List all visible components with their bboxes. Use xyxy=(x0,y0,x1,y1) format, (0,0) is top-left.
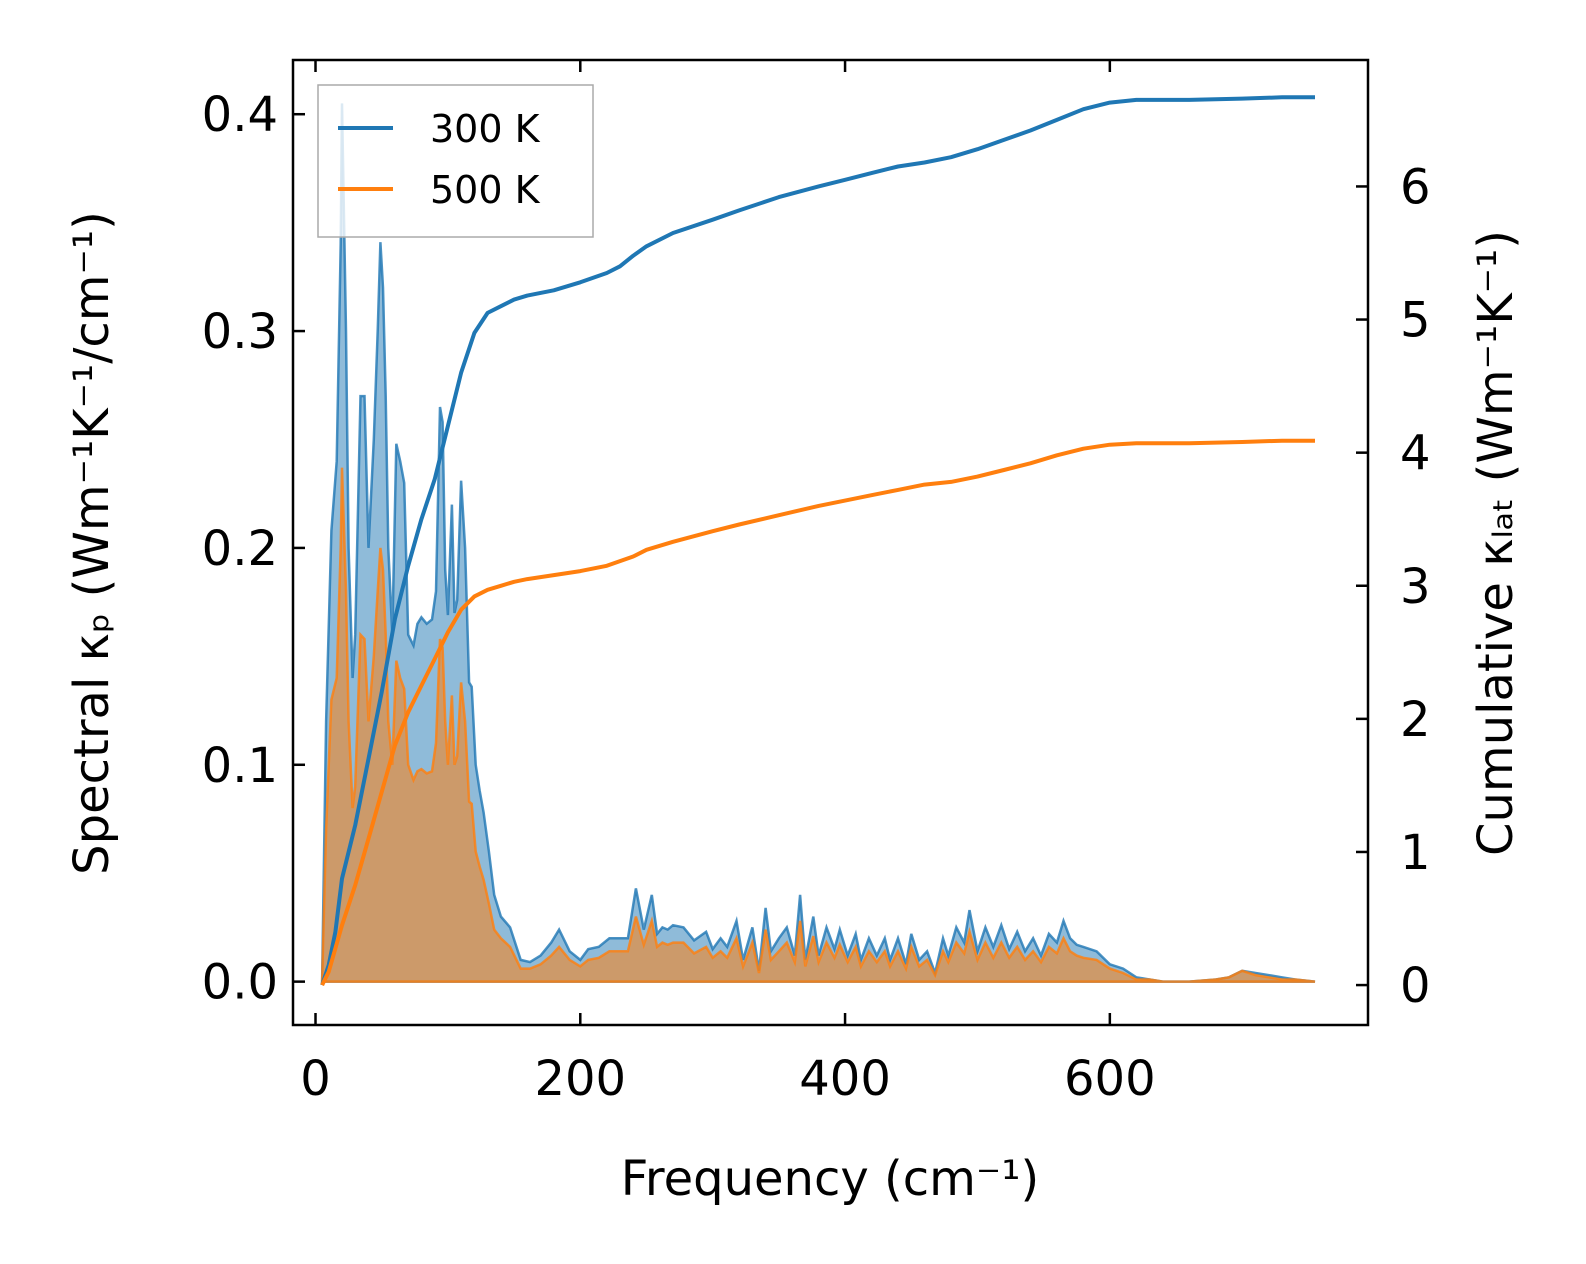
y-right-axis-ticks: 0 1 2 3 4 5 6 xyxy=(1356,159,1431,1014)
x-tick-label: 200 xyxy=(534,1051,626,1107)
x-axis-label: Frequency (cm⁻¹) xyxy=(621,1151,1039,1207)
x-tick-label: 0 xyxy=(300,1051,331,1107)
legend-box xyxy=(317,84,594,238)
y-left-axis-label: Spectral κₚ (Wm⁻¹K⁻¹/cm⁻¹) xyxy=(64,211,120,875)
cumulative-line-300k xyxy=(320,95,1315,986)
y-right-tick-label: 4 xyxy=(1400,426,1431,482)
y-right-tick-label: 1 xyxy=(1400,825,1431,881)
y-right-tick-label: 3 xyxy=(1400,559,1431,615)
y-left-tick-label: 0.3 xyxy=(202,304,278,360)
y-right-tick-label: 6 xyxy=(1400,159,1431,215)
plot-frame xyxy=(291,58,1370,1027)
y-left-tick-label: 0.0 xyxy=(202,955,278,1011)
y-right-axis-label: Cumulative κₗₐₜ (Wm⁻¹K⁻¹) xyxy=(1468,230,1524,856)
y-right-tick-label: 2 xyxy=(1400,692,1431,748)
x-axis-ticks: 0 200 400 600 xyxy=(300,60,1156,1107)
legend-label-300k: 300 K xyxy=(430,107,541,151)
x-tick-label: 600 xyxy=(1064,1051,1156,1107)
spectral-area-500k xyxy=(320,467,1316,983)
y-left-tick-label: 0.4 xyxy=(202,87,278,143)
legend: 300 K 500 K xyxy=(317,84,594,238)
cumulative-line-500k xyxy=(320,438,1315,986)
cumulative-lines xyxy=(320,95,1315,986)
y-left-tick-label: 0.2 xyxy=(202,521,278,577)
spectral-fills xyxy=(320,103,1316,983)
x-tick-label: 400 xyxy=(799,1051,891,1107)
y-left-tick-label: 0.1 xyxy=(202,738,278,794)
y-right-tick-label: 5 xyxy=(1400,293,1431,349)
legend-label-500k: 500 K xyxy=(430,168,541,212)
y-right-tick-label: 0 xyxy=(1400,958,1431,1014)
y-left-axis-ticks: 0.0 0.1 0.2 0.3 0.4 xyxy=(202,87,305,1011)
